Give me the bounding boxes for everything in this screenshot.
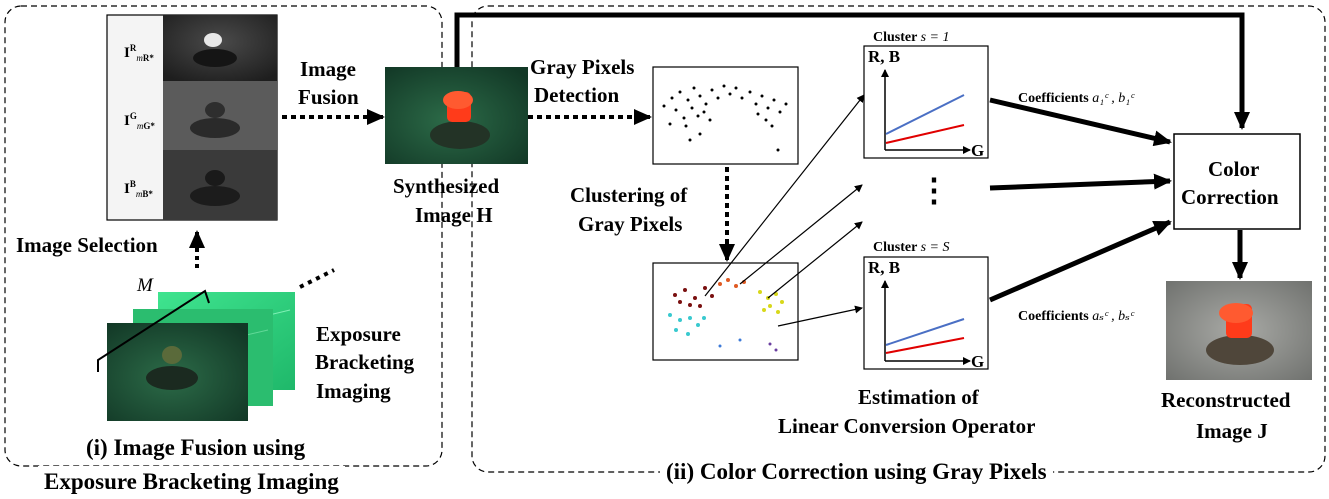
cluster-to-plot1-arrow <box>704 94 865 297</box>
section2-title: (ii) Color Correction using Gray Pixels <box>660 456 1053 488</box>
channel-label-b: IBmB* <box>124 179 153 199</box>
cluster-to-plotmid-arrow-a <box>739 184 863 285</box>
exposure-label-line3: Imaging <box>316 379 391 403</box>
reconstructed-label-line2: Image J <box>1196 419 1268 443</box>
channel-label-g: IGmG* <box>124 111 155 131</box>
cluster-to-plotmid-arrow-b <box>767 221 863 299</box>
channel-image-b <box>163 150 277 220</box>
plotS-axis-rb: R, B <box>868 258 901 277</box>
gray-detection-label-line1: Gray Pixels <box>530 55 635 79</box>
color-correction-line1: Color <box>1208 157 1260 181</box>
plots-ellipsis: ⋮ <box>918 172 950 208</box>
synthesized-symbol: H <box>476 203 493 227</box>
color-correction-box <box>1173 133 1301 230</box>
section1-title-line1: (i) Image Fusion using <box>80 432 312 464</box>
coefS-arrow <box>989 219 1172 303</box>
gray-pixel-map <box>652 66 799 165</box>
cluster1-label: Cluster s = 1 <box>873 30 950 45</box>
gray-pixel-dots <box>662 84 788 152</box>
channel-image-r <box>163 15 277 81</box>
section1-title-line2: Exposure Bracketing Imaging <box>38 466 345 498</box>
color-correction-line2: Correction <box>1181 185 1279 209</box>
coef1-arrow <box>989 97 1172 147</box>
plot1-blue-line <box>885 94 965 135</box>
synthesized-label-line2: Image H <box>415 203 493 227</box>
reconstructed-symbol: J <box>1257 419 1268 443</box>
plot1-red-line <box>885 124 965 144</box>
estimation-label-line1: Estimation of <box>858 385 979 409</box>
plotS-blue-line <box>885 318 965 346</box>
image-fusion-label-line1: Image <box>300 57 356 81</box>
m-label: M <box>137 275 153 296</box>
image-fusion-label-line2: Fusion <box>298 85 359 109</box>
clusterS-label: Cluster s = S <box>873 240 950 255</box>
more-frames-dots <box>299 268 335 289</box>
plotS-red-line <box>885 337 965 354</box>
channel-label-r: IRmR* <box>124 43 154 63</box>
image-selection-label: Image Selection <box>16 233 158 257</box>
clustering-label-line1: Clustering of <box>570 183 688 207</box>
plot1-axis-rb: R, B <box>868 47 901 66</box>
cluster-to-plotS-arrow <box>777 305 863 327</box>
clustering-label-line2: Gray Pixels <box>578 212 683 236</box>
clustered-pixel-map <box>652 262 799 361</box>
bypass-line <box>454 12 1250 130</box>
coefmid-arrow <box>989 173 1172 191</box>
estimation-label-line2: Linear Conversion Operator <box>778 414 1036 438</box>
plotS-axis-g: G <box>971 352 985 371</box>
coefficients-S-label: Coefficients aₛᶜ , bₛᶜ <box>1018 309 1134 324</box>
exposure-label-line1: Exposure <box>316 322 401 346</box>
gray-detection-label-line2: Detection <box>534 83 620 107</box>
coefficients-1-label: Coefficients a₁ᶜ , b₁ᶜ <box>1018 91 1134 106</box>
m-bracket <box>97 289 210 372</box>
plot1-axis-g: G <box>971 141 985 160</box>
reconstructed-label-line1: Reconstructed <box>1161 388 1291 412</box>
exposure-label-line2: Bracketing <box>315 350 415 374</box>
synthesized-label-line1: Synthesized <box>393 174 500 198</box>
